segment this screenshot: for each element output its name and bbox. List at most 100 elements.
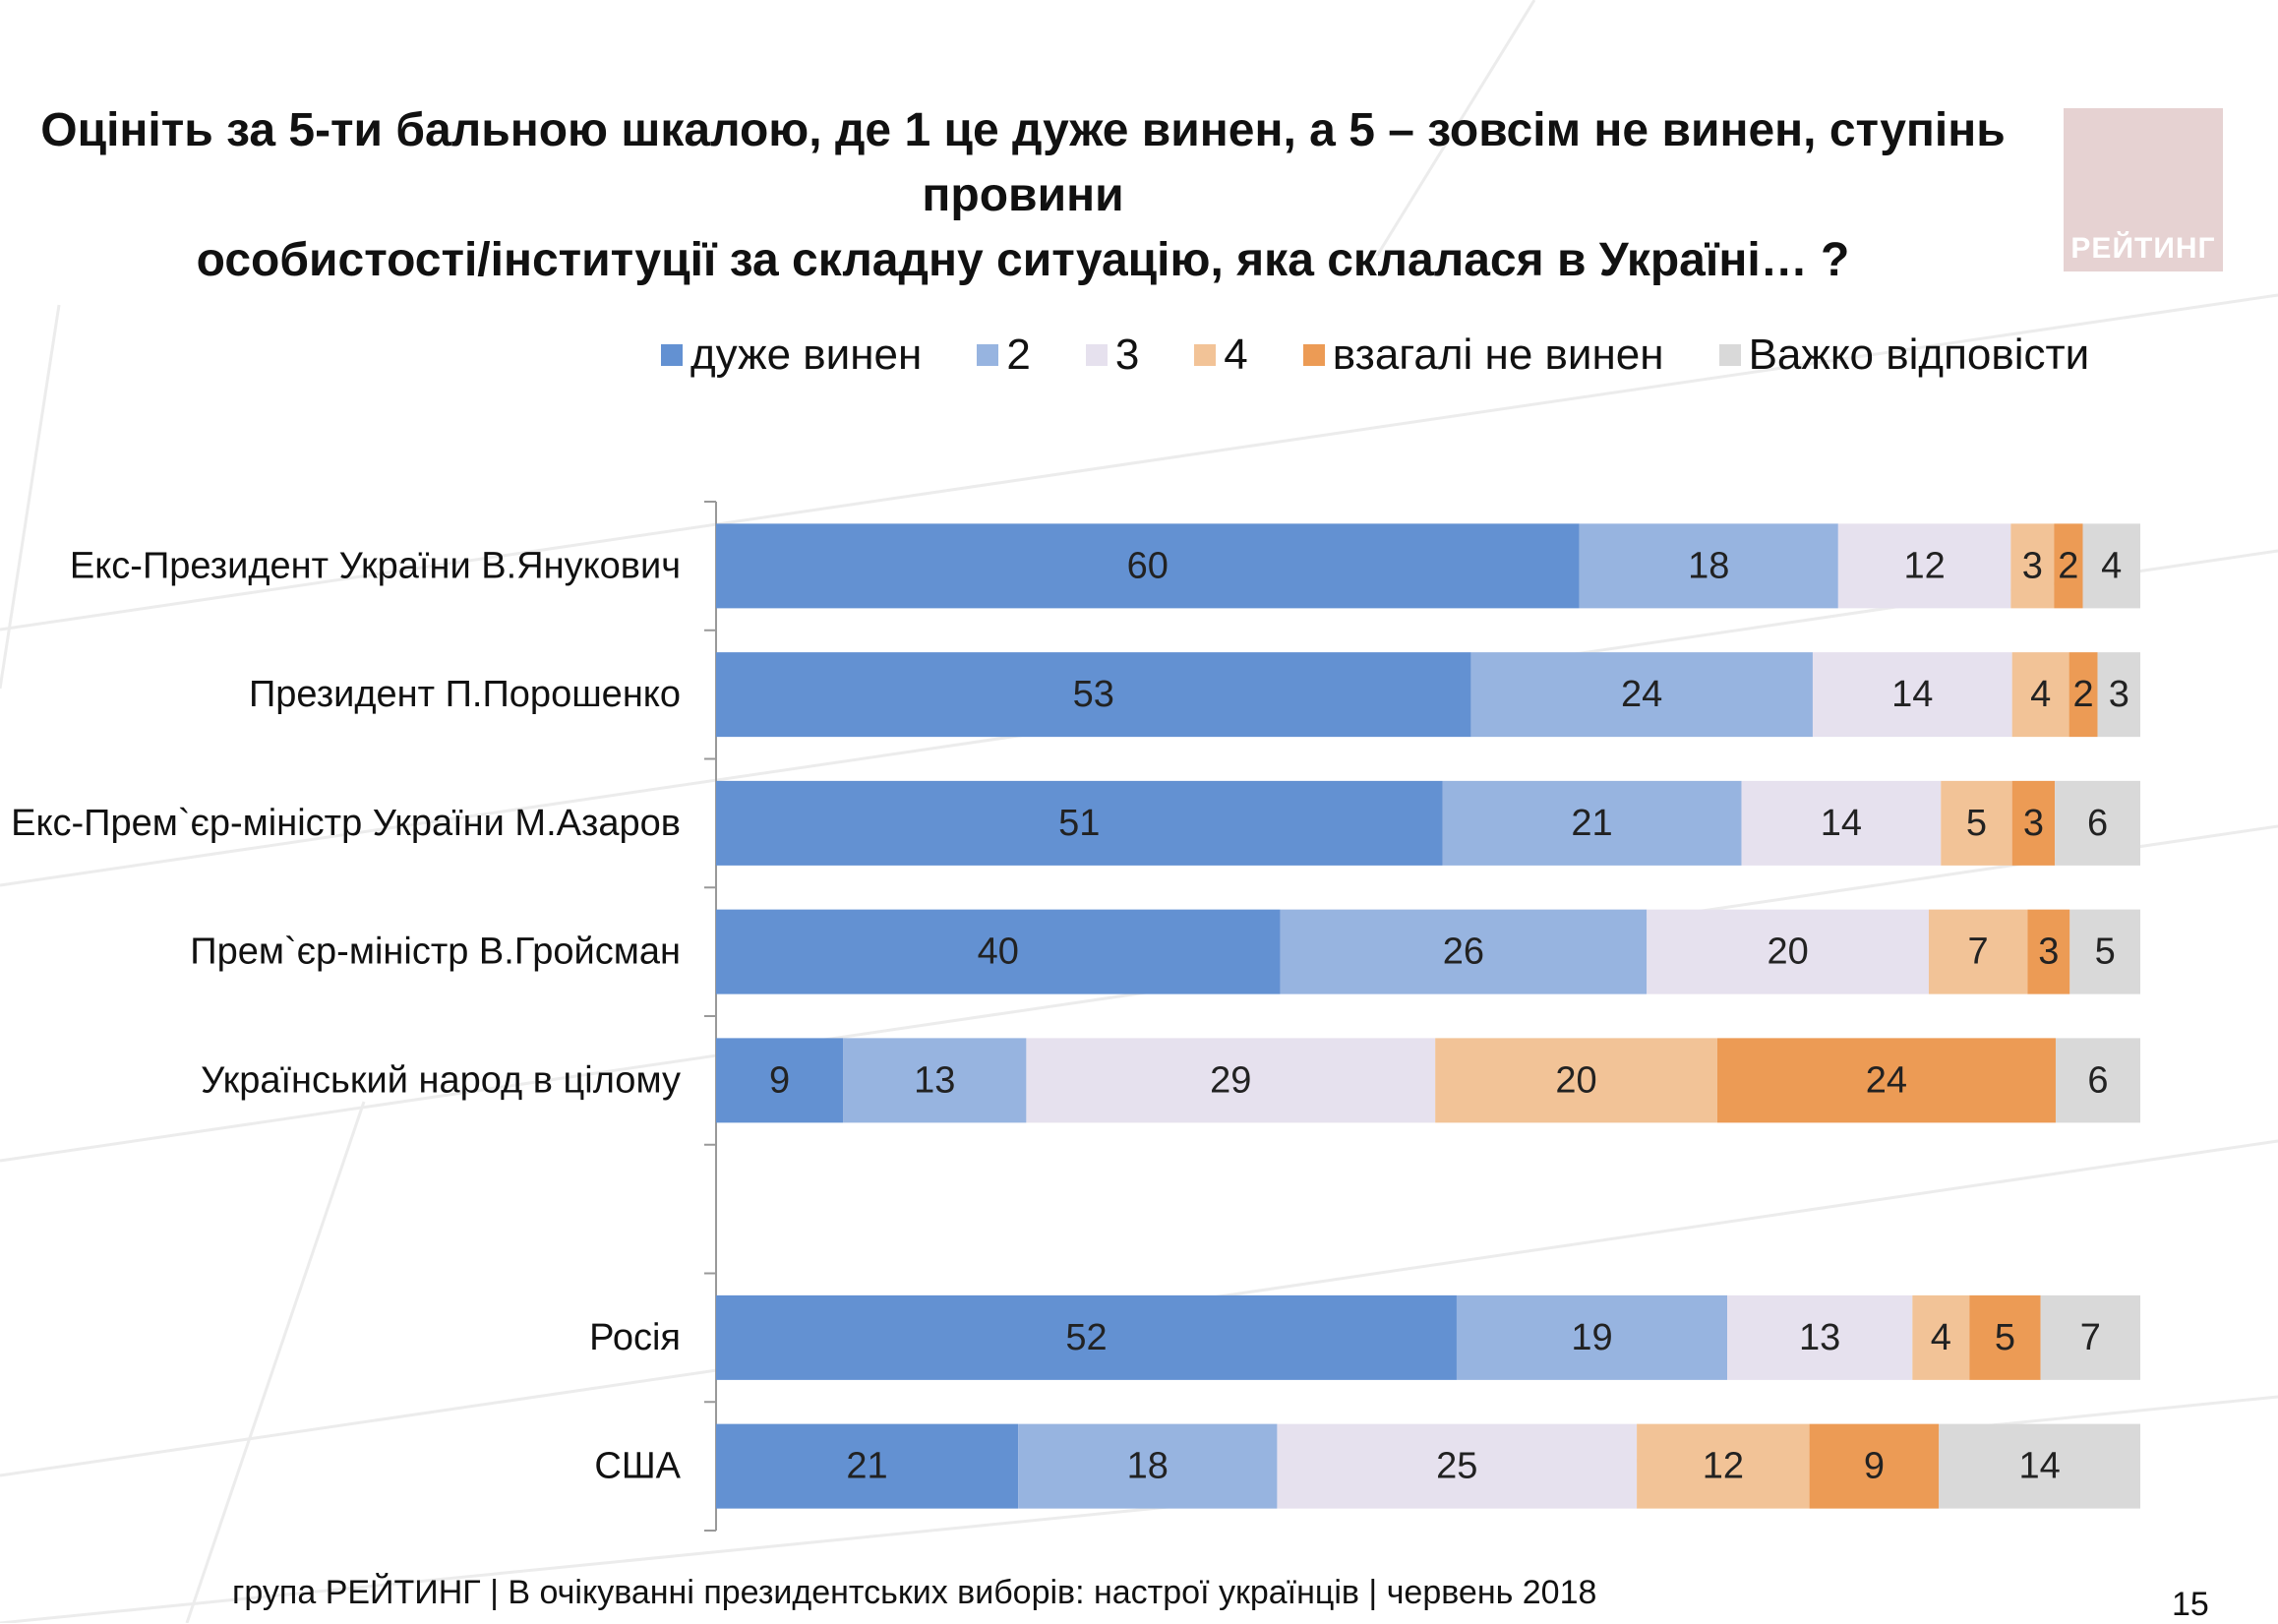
bar-segment	[1809, 1423, 1940, 1509]
legend-label: 3	[1114, 331, 1140, 379]
bar-segment	[716, 652, 1471, 738]
data-label: 13	[914, 1059, 955, 1101]
category-label: США	[594, 1446, 681, 1487]
data-label: 14	[1821, 803, 1862, 844]
legend-swatch	[977, 344, 999, 366]
legend-item-1: дуже винен	[661, 331, 922, 380]
data-label: 18	[1688, 545, 1729, 586]
bar-segment	[716, 1423, 1019, 1509]
data-label: 5	[1995, 1317, 2015, 1358]
data-label: 24	[1621, 674, 1662, 715]
bar-segment	[716, 1294, 1457, 1380]
legend-label: Важко відповісти	[1748, 331, 2090, 379]
bar-segment	[1456, 1294, 1728, 1380]
category-label: Український народ в цілому	[201, 1059, 681, 1101]
bar-segment	[1727, 1294, 1913, 1380]
bar-segment	[716, 523, 1580, 609]
page-number: 15	[2172, 1586, 2209, 1623]
data-label: 18	[1127, 1446, 1169, 1487]
data-label: 2	[2058, 545, 2078, 586]
bar-segment	[1435, 1038, 1717, 1123]
footer-text: група РЕЙТИНГ | В очікуванні президентсь…	[232, 1574, 1597, 1611]
legend-swatch	[661, 344, 683, 366]
bar-segment	[1637, 1423, 1810, 1509]
bar-segment	[2055, 1038, 2140, 1123]
bar-segment	[1579, 523, 1838, 609]
data-label: 9	[769, 1059, 790, 1101]
data-label: 4	[2101, 545, 2122, 586]
data-label: 3	[2023, 803, 2044, 844]
chart-title: Оцініть за 5-ти бальною шкалою, де 1 це …	[30, 98, 2016, 293]
data-label: 52	[1065, 1317, 1107, 1358]
data-label: 40	[978, 932, 1019, 973]
bar-segment	[1969, 1294, 2041, 1380]
bar-segment	[1280, 909, 1648, 994]
bar-segment	[2082, 523, 2140, 609]
chart-title-line-1: Оцініть за 5-ти бальною шкалою, де 1 це …	[40, 104, 2006, 221]
bar-segment	[1837, 523, 2011, 609]
data-label: 25	[1436, 1446, 1477, 1487]
bar-segment	[1018, 1423, 1278, 1509]
data-label: 3	[2038, 932, 2059, 973]
category-label: Росія	[589, 1317, 681, 1358]
bar-segment	[2054, 523, 2083, 609]
bar-segment	[1939, 1423, 2140, 1509]
legend-swatch	[1194, 344, 1217, 366]
bar-segment	[2011, 780, 2056, 866]
legend-swatch	[1085, 344, 1108, 366]
data-label: 14	[2018, 1446, 2060, 1487]
data-label: 12	[1903, 545, 1945, 586]
data-label: 6	[2087, 803, 2108, 844]
bar-segment	[2097, 652, 2140, 738]
category-label: Екс-Прем`єр-міністр України М.Азаров	[11, 803, 681, 844]
bar-segment	[1647, 909, 1929, 994]
legend-label: взагалі не винен	[1332, 331, 1664, 379]
data-label: 4	[2030, 674, 2051, 715]
bar-segment	[2069, 909, 2140, 994]
bar-segment	[2055, 780, 2140, 866]
data-label: 7	[1968, 932, 1989, 973]
legend-item-6: Важко відповісти	[1718, 331, 2090, 380]
chart-title-line-2: особистості/інституції за складну ситуац…	[196, 234, 1850, 286]
data-label: 9	[1864, 1446, 1885, 1487]
data-label: 29	[1210, 1059, 1251, 1101]
data-label: 14	[1891, 674, 1933, 715]
bar-segment	[716, 780, 1443, 866]
bar-segment	[1912, 1294, 1970, 1380]
data-label: 12	[1703, 1446, 1744, 1487]
data-label: 24	[1866, 1059, 1907, 1101]
legend-swatch	[1718, 344, 1741, 366]
legend-label: 2	[1006, 331, 1031, 379]
data-label: 6	[2087, 1059, 2108, 1101]
bar-segment	[1812, 652, 2012, 738]
bar-segment	[1716, 1038, 2056, 1123]
data-label: 51	[1058, 803, 1100, 844]
bar-segment	[1026, 1038, 1436, 1123]
legend-item-4: 4	[1194, 331, 1248, 380]
data-label: 2	[2073, 674, 2094, 715]
bar-segment	[2010, 523, 2055, 609]
bar-segment	[1928, 909, 2028, 994]
data-label: 5	[1966, 803, 1987, 844]
category-label: Екс-Президент України В.Янукович	[70, 545, 681, 586]
bar-segment	[2011, 652, 2069, 738]
data-label: 19	[1571, 1317, 1612, 1358]
bar-segment	[716, 1038, 844, 1123]
data-label: 13	[1799, 1317, 1840, 1358]
data-label: 7	[2080, 1317, 2101, 1358]
logo-text: РЕЙТИНГ	[2070, 232, 2216, 265]
rating-logo: РЕЙТИНГ	[2064, 108, 2223, 271]
legend-label: 4	[1224, 331, 1248, 379]
data-label: 53	[1073, 674, 1114, 715]
bar-segment	[2068, 652, 2098, 738]
data-label: 21	[1571, 803, 1612, 844]
bar-segment	[1470, 652, 1813, 738]
bar-segment	[2040, 1294, 2140, 1380]
category-label: Президент П.Порошенко	[249, 674, 681, 715]
data-label: 4	[1931, 1317, 1951, 1358]
bar-segment	[1442, 780, 1742, 866]
legend-swatch	[1302, 344, 1325, 366]
legend-item-3: 3	[1085, 331, 1140, 380]
data-label: 5	[2095, 932, 2116, 973]
